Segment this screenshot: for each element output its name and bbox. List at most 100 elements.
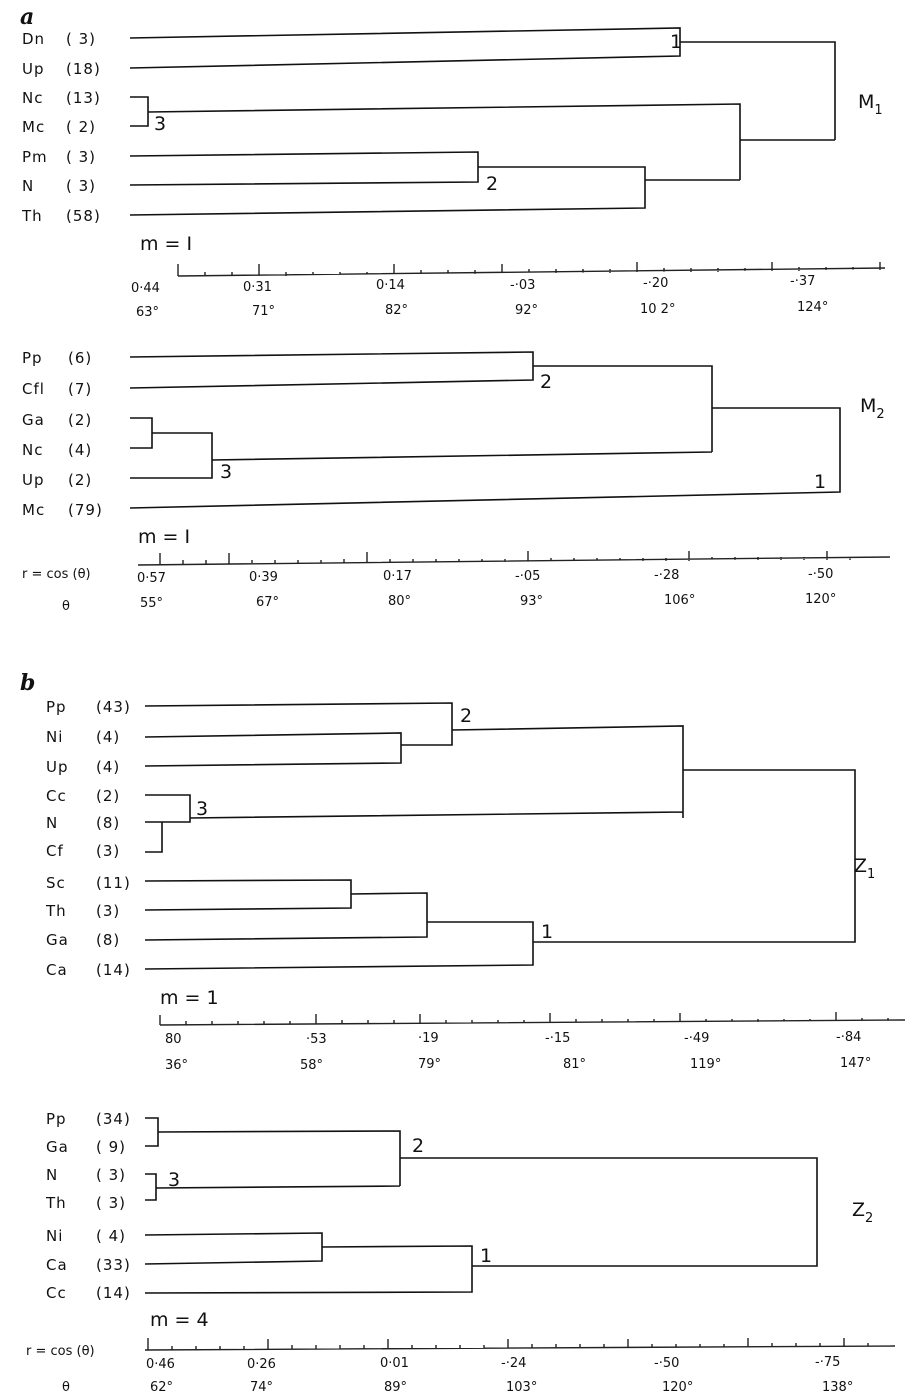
leaf-name: Ga: [46, 931, 69, 949]
theta-tick-label: 67°: [256, 595, 279, 610]
dendrogram-m1: Dn ( 3) Up (18) Nc (13) Mc ( 2) Pm ( 3) …: [21, 27, 886, 320]
r-tick-label: -·15: [545, 1031, 570, 1046]
theta-tick-label: 74°: [250, 1380, 273, 1395]
leaf-name: Pp: [46, 698, 67, 716]
leaf-name: Sc: [46, 874, 66, 892]
r-tick-label: -·50: [654, 1356, 679, 1371]
leaf-count: (34): [96, 1110, 131, 1128]
r-tick-label: 0·01: [380, 1356, 409, 1371]
r-tick-label: ·19: [418, 1031, 439, 1046]
r-tick-label: -·84: [836, 1030, 861, 1045]
similarity-axis: [144, 1338, 896, 1351]
leaf-count: (11): [96, 874, 131, 892]
leaf-count: (3): [96, 842, 120, 860]
theta-tick-label: 80°: [388, 594, 411, 609]
theta-tick-label: 63°: [136, 305, 159, 320]
leaf-name: Ni: [46, 728, 63, 746]
leaf-count: (2): [96, 787, 120, 805]
leaf-count: (2): [68, 471, 92, 489]
leaf-count: ( 3): [96, 1194, 126, 1212]
theta-tick-label: 79°: [418, 1057, 441, 1072]
r-tick-label: -·75: [815, 1355, 840, 1370]
r-tick-label: 0·46: [146, 1357, 175, 1372]
leaf-count: ( 3): [96, 1166, 126, 1184]
panel-b-label: b: [20, 670, 35, 696]
r-tick-label: ·53: [306, 1032, 327, 1047]
r-tick-label: 0·17: [383, 569, 412, 584]
dendrogram-branches: [144, 1117, 818, 1294]
theta-tick-label: 119°: [690, 1057, 721, 1072]
leaf-count: ( 2): [66, 118, 96, 136]
leaf-name: N: [46, 814, 58, 832]
r-tick-label: 0·44: [131, 281, 160, 296]
r-tick-label: 0·39: [249, 570, 278, 585]
leaf-count: (43): [96, 698, 131, 716]
r-tick-label: 0·57: [137, 571, 166, 586]
leaf-count: (4): [68, 441, 92, 459]
r-tick-label: -·03: [510, 278, 535, 293]
r-tick-label: 80: [165, 1032, 182, 1047]
cluster-label: 2: [460, 705, 472, 727]
cluster-label: 3: [220, 461, 232, 483]
leaf-count: (6): [68, 349, 92, 367]
leaf-count: ( 3): [66, 148, 96, 166]
theta-tick-label: 89°: [384, 1380, 407, 1395]
cluster-label: 1: [480, 1245, 492, 1267]
dendrogram-tag: Z2: [852, 1199, 873, 1226]
leaf-count: (7): [68, 380, 92, 398]
leaf-name: N: [22, 177, 34, 195]
theta-tick-label: 81°: [563, 1057, 586, 1072]
leaf-name: Th: [21, 207, 43, 225]
panel-a-label: a: [20, 4, 34, 30]
leaf-name: N: [46, 1166, 58, 1184]
cluster-label: 1: [814, 471, 826, 493]
r-tick-label: -·50: [808, 567, 833, 582]
dendrogram-tag: M1: [858, 91, 883, 118]
leaf-name: Cc: [46, 1284, 67, 1302]
r-tick-label: -·49: [684, 1031, 709, 1046]
leaf-name: Mc: [22, 501, 45, 519]
dendrogram-m2: Pp (6) Cfl (7) Ga (2) Nc (4) Up (2) Mc (…: [22, 349, 891, 614]
theta-tick-label: 58°: [300, 1058, 323, 1073]
dendrogram-tag: Z1: [854, 855, 875, 882]
leaf-count: ( 9): [96, 1138, 126, 1156]
r-tick-label: -·37: [790, 274, 815, 289]
leaf-count: ( 4): [96, 1227, 126, 1245]
theta-tick-label: 93°: [520, 594, 543, 609]
theta-tick-label: 62°: [150, 1380, 173, 1395]
cluster-label: 1: [541, 921, 553, 943]
similarity-axis: [159, 1012, 906, 1026]
theta-tick-label: 147°: [840, 1056, 871, 1071]
m-label: m = I: [140, 233, 192, 255]
dendrogram-tag: M2: [860, 395, 885, 422]
leaf-count: (8): [96, 931, 120, 949]
leaf-name: Ca: [46, 1256, 68, 1274]
leaf-name: Cf: [46, 842, 64, 860]
r-tick-label: -·05: [515, 569, 540, 584]
leaf-name: Pp: [22, 349, 43, 367]
r-tick-label: -·28: [654, 568, 679, 583]
cluster-label: 2: [412, 1135, 424, 1157]
leaf-count: (79): [68, 501, 103, 519]
dendrogram-branches: [144, 702, 856, 970]
axis-theta-label: θ: [62, 1380, 70, 1395]
cluster-label: 1: [670, 31, 682, 53]
theta-tick-label: 71°: [252, 304, 275, 319]
cluster-label: 3: [196, 798, 208, 820]
similarity-axis: [137, 551, 891, 566]
cluster-label: 3: [154, 113, 166, 135]
leaf-count: (4): [96, 758, 120, 776]
r-tick-label: -·20: [643, 276, 668, 291]
cluster-label: 2: [486, 173, 498, 195]
leaf-name: Th: [45, 1194, 67, 1212]
leaf-name: Ni: [46, 1227, 63, 1245]
dendrogram-z1: Pp (43) Ni (4) Up (4) Cc (2) N (8) Cf (3…: [45, 698, 906, 1073]
theta-tick-label: 10 2°: [640, 302, 675, 317]
leaf-count: (14): [96, 961, 131, 979]
leaf-name: Pp: [46, 1110, 67, 1128]
r-tick-label: 0·14: [376, 278, 405, 293]
leaf-name: Up: [46, 758, 69, 776]
axis-r-label: r = cos (θ): [22, 567, 91, 582]
leaf-name: Ga: [46, 1138, 69, 1156]
